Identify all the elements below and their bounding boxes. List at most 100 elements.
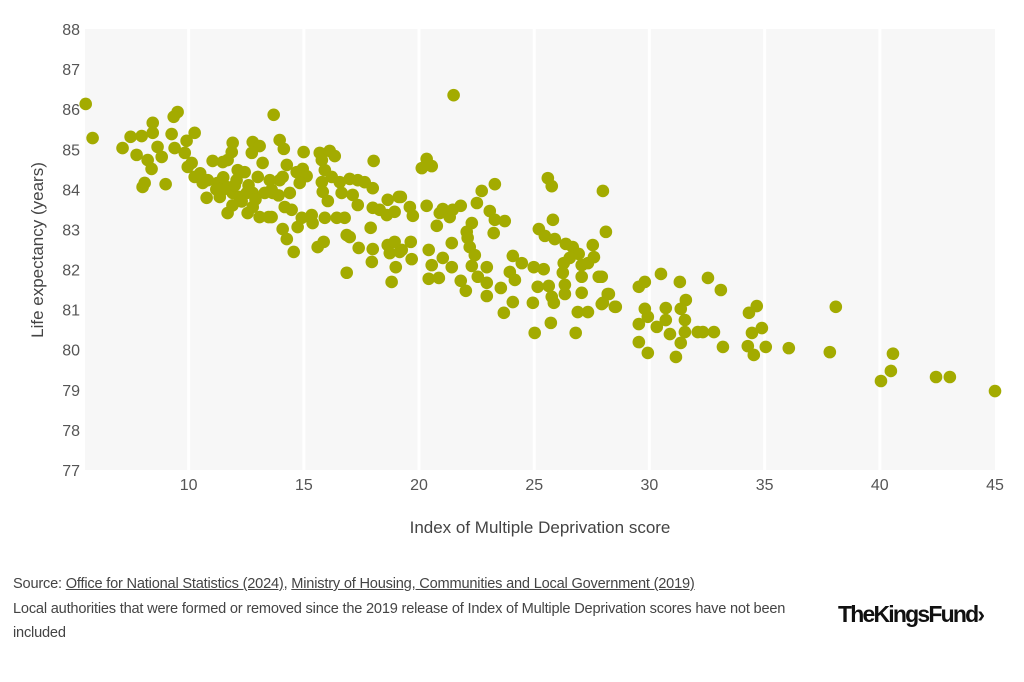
data-point[interactable] <box>242 179 255 192</box>
data-point[interactable] <box>315 175 329 189</box>
data-point[interactable] <box>273 173 286 187</box>
data-point[interactable] <box>674 302 688 316</box>
data-point[interactable] <box>592 270 606 284</box>
data-point[interactable] <box>366 181 380 195</box>
data-point[interactable] <box>340 266 354 280</box>
data-point[interactable] <box>389 260 403 274</box>
data-point[interactable] <box>632 317 646 331</box>
data-point[interactable] <box>338 211 351 225</box>
data-point[interactable] <box>714 283 728 297</box>
data-point[interactable] <box>475 184 489 198</box>
data-point[interactable] <box>335 186 348 200</box>
data-point[interactable] <box>422 272 436 286</box>
data-point[interactable] <box>365 255 379 269</box>
data-point[interactable] <box>632 335 646 349</box>
data-point[interactable] <box>445 260 459 274</box>
data-point[interactable] <box>273 133 286 147</box>
data-point[interactable] <box>641 346 655 360</box>
data-point[interactable] <box>494 281 508 295</box>
data-point[interactable] <box>599 225 613 239</box>
data-point[interactable] <box>569 326 583 340</box>
data-point[interactable] <box>343 230 357 244</box>
data-point[interactable] <box>180 134 193 148</box>
data-point[interactable] <box>782 341 796 355</box>
data-point[interactable] <box>488 213 502 227</box>
data-point[interactable] <box>508 273 522 287</box>
data-point[interactable] <box>404 235 418 249</box>
data-point[interactable] <box>669 350 683 364</box>
data-point[interactable] <box>602 287 616 301</box>
data-point[interactable] <box>546 213 560 227</box>
data-point[interactable] <box>465 259 479 273</box>
data-point[interactable] <box>415 161 429 175</box>
data-point[interactable] <box>823 345 837 359</box>
data-point[interactable] <box>581 305 595 319</box>
data-point[interactable] <box>145 162 158 176</box>
data-point[interactable] <box>420 199 433 213</box>
data-point[interactable] <box>528 326 542 340</box>
data-point[interactable] <box>430 219 444 233</box>
data-point[interactable] <box>280 158 294 172</box>
data-point[interactable] <box>527 260 541 274</box>
data-point[interactable] <box>216 171 230 184</box>
data-point[interactable] <box>393 245 406 259</box>
data-point[interactable] <box>283 186 297 200</box>
data-point[interactable] <box>405 252 418 266</box>
data-point[interactable] <box>659 301 673 315</box>
data-point[interactable] <box>352 241 365 255</box>
data-point[interactable] <box>318 211 332 225</box>
data-point[interactable] <box>425 159 439 173</box>
data-point[interactable] <box>188 126 201 140</box>
data-point[interactable] <box>297 145 310 159</box>
data-point[interactable] <box>388 205 401 219</box>
data-point[interactable] <box>228 179 242 192</box>
data-point[interactable] <box>315 153 329 167</box>
data-point[interactable] <box>575 270 588 284</box>
data-point[interactable] <box>595 297 609 311</box>
data-point[interactable] <box>432 271 446 285</box>
data-point[interactable] <box>548 232 562 246</box>
data-point[interactable] <box>537 262 550 276</box>
data-point[interactable] <box>385 275 398 289</box>
data-point[interactable] <box>422 243 436 257</box>
data-point[interactable] <box>515 256 529 270</box>
data-point[interactable] <box>253 210 266 224</box>
data-point[interactable] <box>542 279 556 293</box>
data-point[interactable] <box>641 310 655 324</box>
data-point[interactable] <box>716 340 730 354</box>
data-point[interactable] <box>454 199 468 213</box>
data-point[interactable] <box>167 110 180 124</box>
data-point[interactable] <box>249 193 262 206</box>
data-point[interactable] <box>454 274 468 288</box>
data-point[interactable] <box>829 300 843 314</box>
data-point[interactable] <box>587 250 601 264</box>
data-point[interactable] <box>206 154 219 168</box>
data-point[interactable] <box>755 321 769 335</box>
data-point[interactable] <box>221 153 234 167</box>
source-link-ons[interactable]: Office for National Statistics (2024) <box>65 576 284 592</box>
data-point[interactable] <box>696 325 710 339</box>
data-point[interactable] <box>168 141 181 155</box>
data-point[interactable] <box>596 184 610 198</box>
data-point[interactable] <box>988 384 1002 398</box>
data-point[interactable] <box>544 316 558 330</box>
data-point[interactable] <box>506 295 520 309</box>
data-point[interactable] <box>545 179 559 193</box>
data-point[interactable] <box>263 173 277 187</box>
data-point[interactable] <box>280 232 294 246</box>
data-point[interactable] <box>556 266 570 280</box>
data-point[interactable] <box>558 278 572 292</box>
data-point[interactable] <box>155 150 169 164</box>
data-point[interactable] <box>124 130 137 144</box>
data-point[interactable] <box>135 129 148 143</box>
data-point[interactable] <box>262 210 275 224</box>
data-point[interactable] <box>86 131 99 145</box>
data-point[interactable] <box>367 154 380 168</box>
data-point[interactable] <box>200 191 213 205</box>
data-point[interactable] <box>445 236 459 250</box>
data-point[interactable] <box>321 194 335 208</box>
data-point[interactable] <box>571 305 585 319</box>
data-point[interactable] <box>251 170 265 184</box>
data-point[interactable] <box>392 190 406 204</box>
data-point[interactable] <box>425 258 439 272</box>
